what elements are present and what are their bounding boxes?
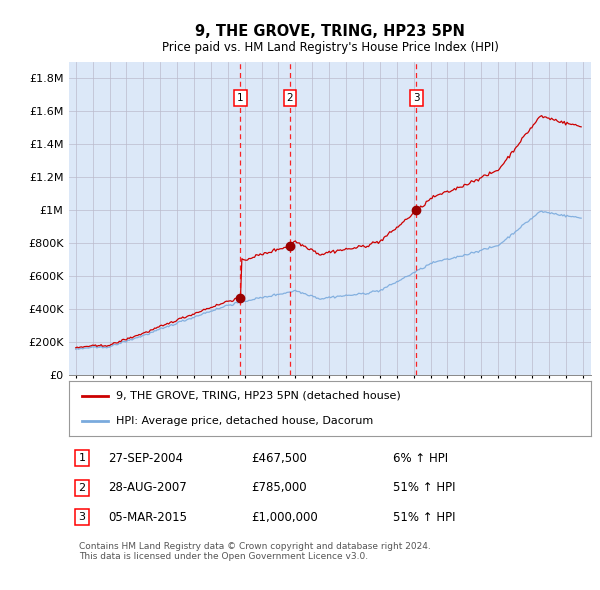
Text: £1,000,000: £1,000,000 (252, 510, 319, 523)
Text: 6% ↑ HPI: 6% ↑ HPI (392, 452, 448, 465)
Text: 9, THE GROVE, TRING, HP23 5PN: 9, THE GROVE, TRING, HP23 5PN (195, 24, 465, 38)
Text: 27-SEP-2004: 27-SEP-2004 (108, 452, 183, 465)
Text: Contains HM Land Registry data © Crown copyright and database right 2024.
This d: Contains HM Land Registry data © Crown c… (79, 542, 431, 561)
Text: 51% ↑ HPI: 51% ↑ HPI (392, 481, 455, 494)
Text: 2: 2 (79, 483, 86, 493)
Text: 1: 1 (79, 453, 86, 463)
Text: £467,500: £467,500 (252, 452, 308, 465)
Text: 28-AUG-2007: 28-AUG-2007 (108, 481, 187, 494)
Text: 2: 2 (286, 93, 293, 103)
Text: 3: 3 (413, 93, 420, 103)
Text: HPI: Average price, detached house, Dacorum: HPI: Average price, detached house, Daco… (116, 416, 373, 426)
Text: 05-MAR-2015: 05-MAR-2015 (108, 510, 187, 523)
Text: 9, THE GROVE, TRING, HP23 5PN (detached house): 9, THE GROVE, TRING, HP23 5PN (detached … (116, 391, 401, 401)
Text: Price paid vs. HM Land Registry's House Price Index (HPI): Price paid vs. HM Land Registry's House … (161, 41, 499, 54)
Text: 3: 3 (79, 512, 86, 522)
Text: £785,000: £785,000 (252, 481, 307, 494)
Text: 1: 1 (237, 93, 244, 103)
Text: 51% ↑ HPI: 51% ↑ HPI (392, 510, 455, 523)
